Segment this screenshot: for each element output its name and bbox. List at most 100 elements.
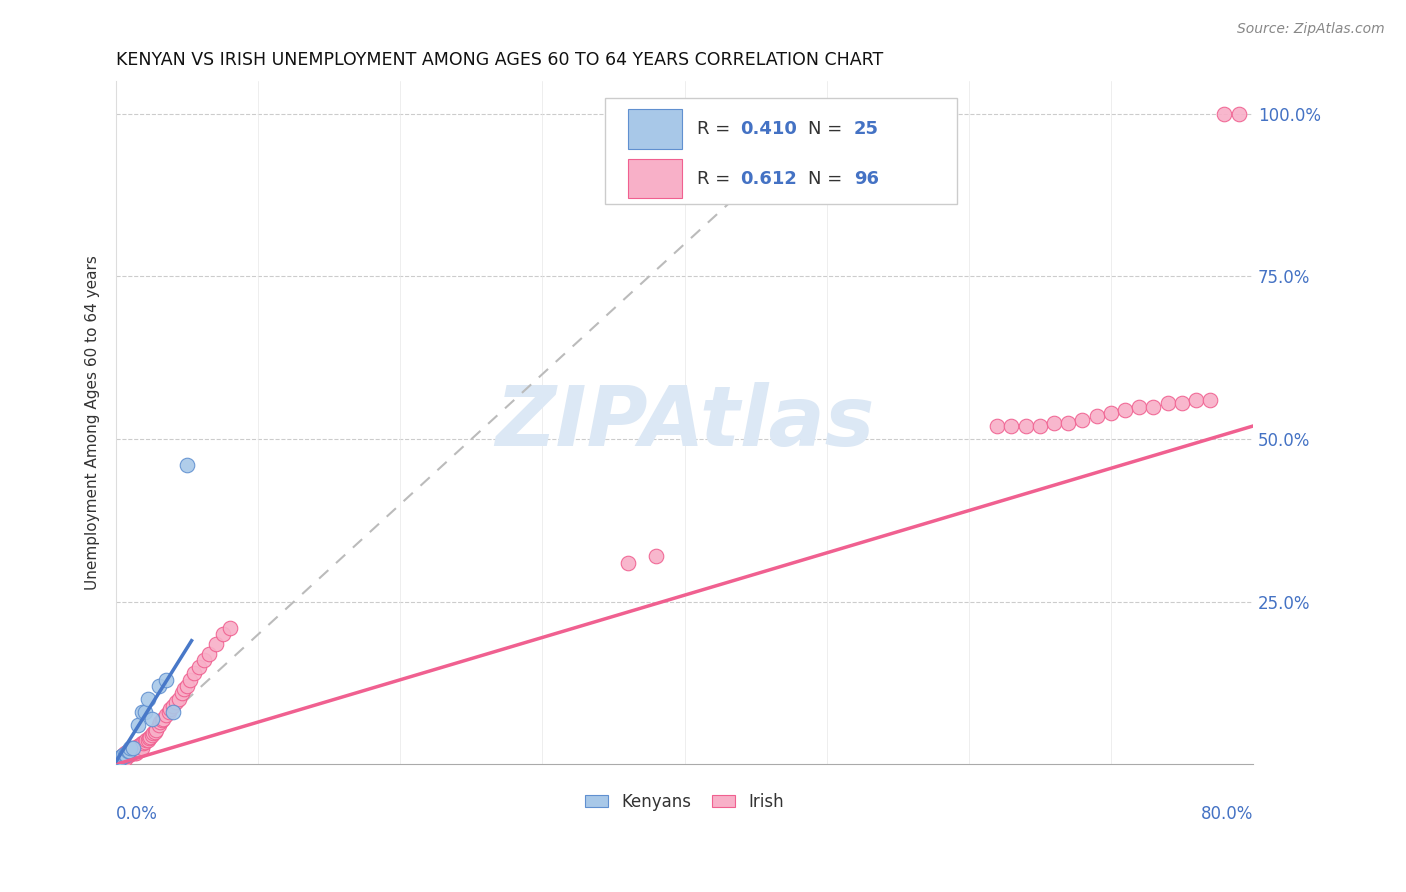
- Point: [1014, 419, 1036, 434]
- Point: [134, 734, 156, 748]
- Text: 0.410: 0.410: [740, 120, 797, 138]
- Point: [118, 744, 141, 758]
- Point: [124, 741, 146, 756]
- Point: [173, 682, 195, 697]
- Point: [187, 659, 209, 673]
- Point: [108, 751, 131, 765]
- Point: [112, 749, 135, 764]
- Legend: Kenyans, Irish: Kenyans, Irish: [578, 786, 790, 817]
- Point: [111, 752, 134, 766]
- Point: [1057, 416, 1080, 430]
- Point: [150, 713, 173, 727]
- Text: 25: 25: [853, 120, 879, 138]
- Point: [121, 742, 143, 756]
- Point: [179, 673, 201, 687]
- Point: [105, 754, 128, 768]
- Point: [112, 747, 135, 762]
- Point: [176, 458, 198, 472]
- Point: [1043, 416, 1066, 430]
- FancyBboxPatch shape: [627, 159, 682, 198]
- Point: [108, 755, 131, 769]
- Point: [114, 746, 136, 760]
- Point: [162, 698, 184, 713]
- Point: [107, 751, 129, 765]
- Point: [127, 739, 149, 753]
- Point: [139, 730, 162, 744]
- Point: [110, 751, 132, 765]
- Point: [136, 692, 159, 706]
- Text: 96: 96: [853, 169, 879, 187]
- Point: [110, 751, 132, 765]
- Point: [118, 744, 141, 758]
- Point: [167, 692, 190, 706]
- Point: [141, 712, 163, 726]
- Point: [1185, 392, 1208, 407]
- Point: [1171, 396, 1194, 410]
- Point: [131, 741, 153, 756]
- Point: [114, 752, 136, 766]
- Point: [105, 757, 128, 772]
- Point: [112, 752, 135, 766]
- Point: [1199, 392, 1222, 407]
- Point: [183, 666, 205, 681]
- Point: [193, 653, 215, 667]
- Point: [162, 705, 184, 719]
- Point: [132, 736, 155, 750]
- Text: KENYAN VS IRISH UNEMPLOYMENT AMONG AGES 60 TO 64 YEARS CORRELATION CHART: KENYAN VS IRISH UNEMPLOYMENT AMONG AGES …: [117, 51, 883, 69]
- Point: [105, 754, 128, 768]
- Text: ZIPAtlas: ZIPAtlas: [495, 383, 875, 463]
- Point: [1156, 396, 1178, 410]
- Y-axis label: Unemployment Among Ages 60 to 64 years: Unemployment Among Ages 60 to 64 years: [86, 255, 100, 591]
- Point: [107, 754, 129, 768]
- Point: [149, 714, 172, 729]
- Point: [148, 679, 170, 693]
- Text: R =: R =: [697, 120, 737, 138]
- Point: [107, 754, 129, 768]
- Point: [138, 731, 160, 746]
- Point: [111, 749, 134, 764]
- Point: [136, 732, 159, 747]
- Point: [105, 754, 128, 768]
- Point: [176, 679, 198, 693]
- Point: [1227, 107, 1250, 121]
- Point: [616, 556, 638, 570]
- Point: [645, 549, 668, 563]
- Point: [1128, 400, 1150, 414]
- Point: [152, 712, 174, 726]
- Point: [124, 746, 146, 760]
- FancyBboxPatch shape: [627, 109, 682, 149]
- Point: [117, 744, 139, 758]
- Point: [219, 621, 242, 635]
- Point: [120, 747, 142, 761]
- Point: [108, 752, 131, 766]
- Point: [118, 748, 141, 763]
- Point: [115, 749, 138, 764]
- Point: [129, 743, 152, 757]
- Point: [155, 673, 177, 687]
- Point: [112, 754, 135, 768]
- Point: [1099, 406, 1122, 420]
- Point: [986, 419, 1008, 434]
- Point: [155, 708, 177, 723]
- Point: [1114, 402, 1136, 417]
- Point: [134, 705, 156, 719]
- Point: [105, 756, 128, 770]
- Point: [1213, 107, 1236, 121]
- Point: [135, 732, 157, 747]
- Text: N =: N =: [808, 169, 848, 187]
- Point: [122, 741, 145, 756]
- Point: [111, 749, 134, 764]
- Point: [120, 741, 142, 756]
- Point: [131, 736, 153, 750]
- Point: [211, 627, 233, 641]
- Point: [107, 754, 129, 768]
- Point: [114, 748, 136, 763]
- Point: [108, 753, 131, 767]
- Point: [125, 741, 148, 756]
- Point: [105, 754, 128, 768]
- Point: [159, 702, 181, 716]
- Text: 0.612: 0.612: [740, 169, 797, 187]
- Point: [107, 756, 129, 770]
- Point: [112, 747, 135, 762]
- Point: [117, 748, 139, 763]
